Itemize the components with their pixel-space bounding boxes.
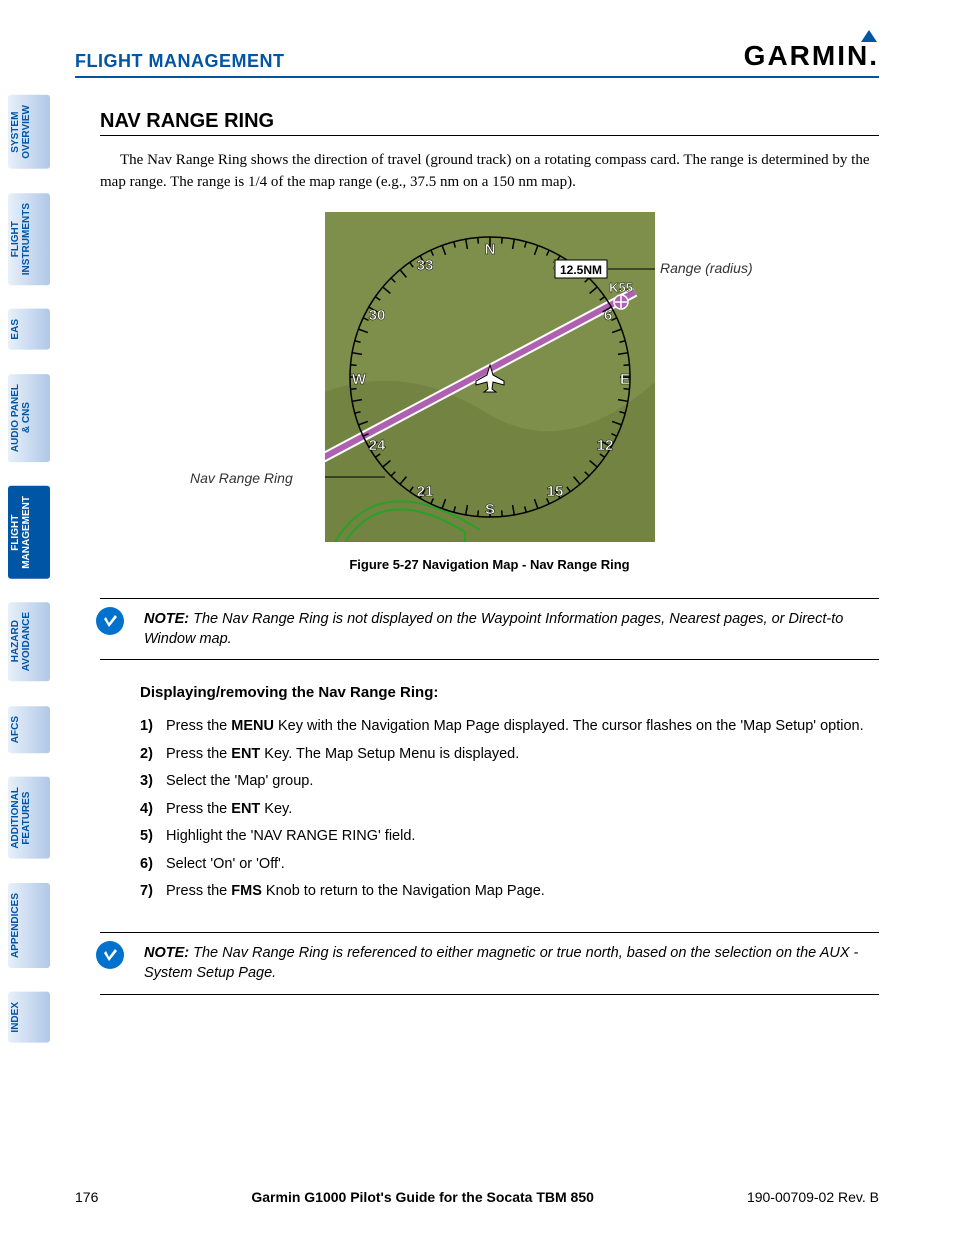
procedure-step: 1)Press the MENU Key with the Navigation… [140,713,879,741]
svg-text:N: N [484,241,495,258]
footer-title: Garmin G1000 Pilot's Guide for the Socat… [251,1189,594,1205]
note-label: NOTE: [144,611,189,627]
procedure-step: 2)Press the ENT Key. The Map Setup Menu … [140,741,879,769]
procedure-step: 7)Press the FMS Knob to return to the Na… [140,878,879,906]
page-number: 176 [75,1189,98,1205]
note-icon [96,941,124,969]
svg-text:12: 12 [596,437,613,454]
figure-caption: Figure 5-27 Navigation Map - Nav Range R… [100,557,879,572]
svg-text:6: 6 [603,307,611,324]
side-tab-strip: SYSTEM OVERVIEW FLIGHT INSTRUMENTS EAS A… [8,95,50,1042]
procedure-steps: 1)Press the MENU Key with the Navigation… [140,713,879,906]
callout-nav-range-ring: Nav Range Ring [190,470,293,486]
brand-text: GARMIN [744,40,870,71]
procedure-step: 6)Select 'On' or 'Off'. [140,851,879,879]
tab-flight-instruments[interactable]: FLIGHT INSTRUMENTS [8,193,50,285]
svg-text:K55: K55 [609,280,633,295]
note-block-1: NOTE: The Nav Range Ring is not displaye… [100,598,879,661]
intro-paragraph: The Nav Range Ring shows the direction o… [100,150,879,194]
brand-logo: GARMIN. [744,40,879,72]
main-content: NAV RANGE RING The Nav Range Ring shows … [100,110,879,995]
figure-container: N 3 6 E 12 15 S 21 24 W 30 33 12.5NM [100,212,879,572]
procedure-step: 4)Press the ENT Key. [140,796,879,824]
note-icon [96,607,124,635]
page-header: FLIGHT MANAGEMENT GARMIN. [75,40,879,78]
note-block-2: NOTE: The Nav Range Ring is referenced t… [100,932,879,995]
svg-text:30: 30 [368,307,385,324]
tab-additional-features[interactable]: ADDITIONAL FEATURES [8,777,50,859]
tab-index[interactable]: INDEX [8,992,50,1043]
tab-flight-management[interactable]: FLIGHT MANAGEMENT [8,486,50,579]
procedure-step: 3)Select the 'Map' group. [140,768,879,796]
procedure-title: Displaying/removing the Nav Range Ring: [140,684,879,701]
brand-triangle-icon [861,30,877,42]
tab-audio-panel-cns[interactable]: AUDIO PANEL & CNS [8,374,50,462]
note-text: The Nav Range Ring is referenced to eith… [144,945,858,981]
svg-text:E: E [619,371,629,388]
nav-map-illustration: N 3 6 E 12 15 S 21 24 W 30 33 12.5NM [325,212,655,542]
note-label: NOTE: [144,945,189,961]
section-header-title: FLIGHT MANAGEMENT [75,51,284,72]
note-text: The Nav Range Ring is not displayed on t… [144,611,843,647]
svg-text:S: S [484,501,494,518]
svg-text:21: 21 [416,483,433,500]
section-heading: NAV RANGE RING [100,110,879,136]
svg-text:24: 24 [368,437,385,454]
svg-text:33: 33 [416,257,433,274]
procedure-step: 5)Highlight the 'NAV RANGE RING' field. [140,823,879,851]
tab-afcs[interactable]: AFCS [8,706,50,753]
range-value-text: 12.5NM [559,263,601,277]
footer-revision: 190-00709-02 Rev. B [747,1189,879,1205]
svg-text:W: W [351,371,366,388]
page-footer: 176 Garmin G1000 Pilot's Guide for the S… [75,1189,879,1205]
tab-system-overview[interactable]: SYSTEM OVERVIEW [8,95,50,169]
tab-eas[interactable]: EAS [8,309,50,350]
tab-appendices[interactable]: APPENDICES [8,883,50,968]
tab-hazard-avoidance[interactable]: HAZARD AVOIDANCE [8,602,50,681]
callout-range-radius: Range (radius) [660,260,753,276]
svg-text:15: 15 [546,483,563,500]
